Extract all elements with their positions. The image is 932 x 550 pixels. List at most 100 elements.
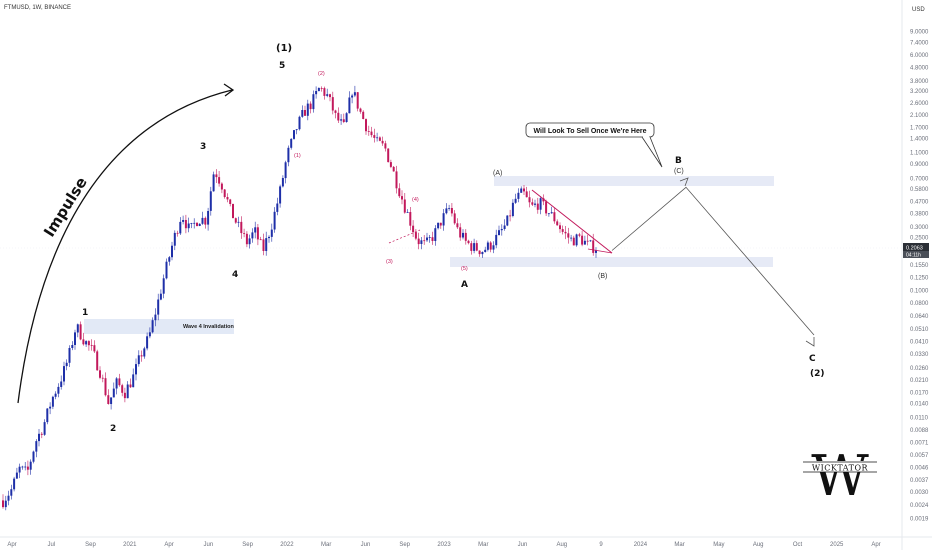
candle-body [312,94,315,110]
bar-timer-text: 04:11h [906,253,921,259]
x-tick-label: Aug [753,542,764,548]
x-tick-label: Oct [793,542,803,548]
candle-body [553,212,556,222]
candle-body [586,240,589,242]
x-tick-label: 2025 [830,542,844,548]
candle-body [559,225,561,230]
candle-body [234,218,237,223]
x-tick-label: Mar [674,542,684,548]
y-tick-label: 0.4700 [910,199,929,205]
candle-body [437,222,440,229]
candle-body [323,88,326,96]
candle-body [331,97,334,111]
y-tick-label: 0.0057 [910,453,929,459]
candle-body [498,230,500,235]
candle-body [40,433,43,435]
candle-body [207,211,210,225]
candle-body [99,370,101,378]
x-tick-label: 2023 [437,542,451,548]
candle-body [517,192,520,199]
candle-body [54,393,57,397]
candle-body [281,178,284,187]
candle-body [381,140,384,144]
candle-body [298,116,301,130]
subwave-label-(5): (5) [461,266,468,272]
candle-body [290,138,293,148]
candle-body [473,243,476,251]
wicktator-logo: W WICKTATOR [803,444,877,509]
candle-body [209,191,212,211]
candle-body [220,183,223,190]
y-tick-label: 0.0330 [910,352,929,358]
candle-body [456,223,459,228]
candle-body [475,243,478,251]
sell-callout-text: Will Look To Sell Once We're Here [534,128,647,135]
candle-body [595,250,597,253]
subwave-label-(B): (B) [598,273,607,280]
candle-body [431,237,434,241]
candle-body [60,381,63,387]
candle-body [162,278,165,294]
candle-body [196,222,198,226]
candle-body [256,227,259,240]
candle-body [442,213,445,226]
y-tick-label: 1.4000 [910,137,929,143]
last-price-tag [903,243,929,251]
candle-body [478,250,481,255]
candle-body [484,249,487,252]
y-tick-label: 0.0140 [910,402,929,408]
candle-body [15,472,18,479]
candle-body [248,238,251,245]
candle-body [545,201,548,214]
subwave-label-(1): (1) [294,153,301,159]
candle-body [315,91,318,95]
candle-body [259,239,262,241]
candle-body [434,228,437,241]
y-tick-label: 0.0024 [910,503,929,509]
candle-body [29,461,32,470]
candle-body [467,240,470,244]
candle-body [159,293,162,300]
wave-label-3: 3 [200,142,206,152]
candle-body [495,234,498,246]
candle-body [378,137,381,141]
y-tick-label: 0.0030 [910,490,929,496]
candle-body [10,489,13,496]
candle-body [387,148,390,163]
subwave-label-(A): (A) [493,170,502,177]
candle-body [190,223,193,224]
candle-body [151,320,154,333]
candle-body [251,232,254,239]
wave-label-4: 4 [232,270,238,280]
y-tick-label: 0.2500 [910,236,929,242]
y-tick-label: 1.1000 [910,150,929,156]
candle-body [412,225,415,233]
candle-body [51,396,54,407]
candle-body [76,324,79,333]
candle-body [104,378,107,396]
candle-body [82,339,85,345]
candle-body [13,478,16,490]
x-tick-label: Aug [556,542,567,548]
candle-body [245,233,248,245]
candle-body [287,147,290,163]
y-tick-label: 3.2000 [910,89,929,95]
y-tick-label: 0.3800 [910,212,929,218]
y-tick-label: 0.0260 [910,366,929,372]
candle-body [365,119,367,132]
candle-body [406,212,409,213]
candle-body [353,92,356,96]
symbol-header: FTMUSD, 1W, BINANCE [4,5,71,11]
y-tick-label: 0.0071 [910,441,929,447]
resistance-zone [494,176,774,186]
candle-body [550,212,553,214]
wave-label-1: 1 [82,308,88,318]
candle-body [428,237,431,238]
candle-body [340,119,343,121]
candle-body [187,223,190,229]
candle-body [215,174,218,178]
y-tick-label: 0.0037 [910,478,929,484]
candle-body [583,240,586,245]
candle-body [426,237,428,241]
